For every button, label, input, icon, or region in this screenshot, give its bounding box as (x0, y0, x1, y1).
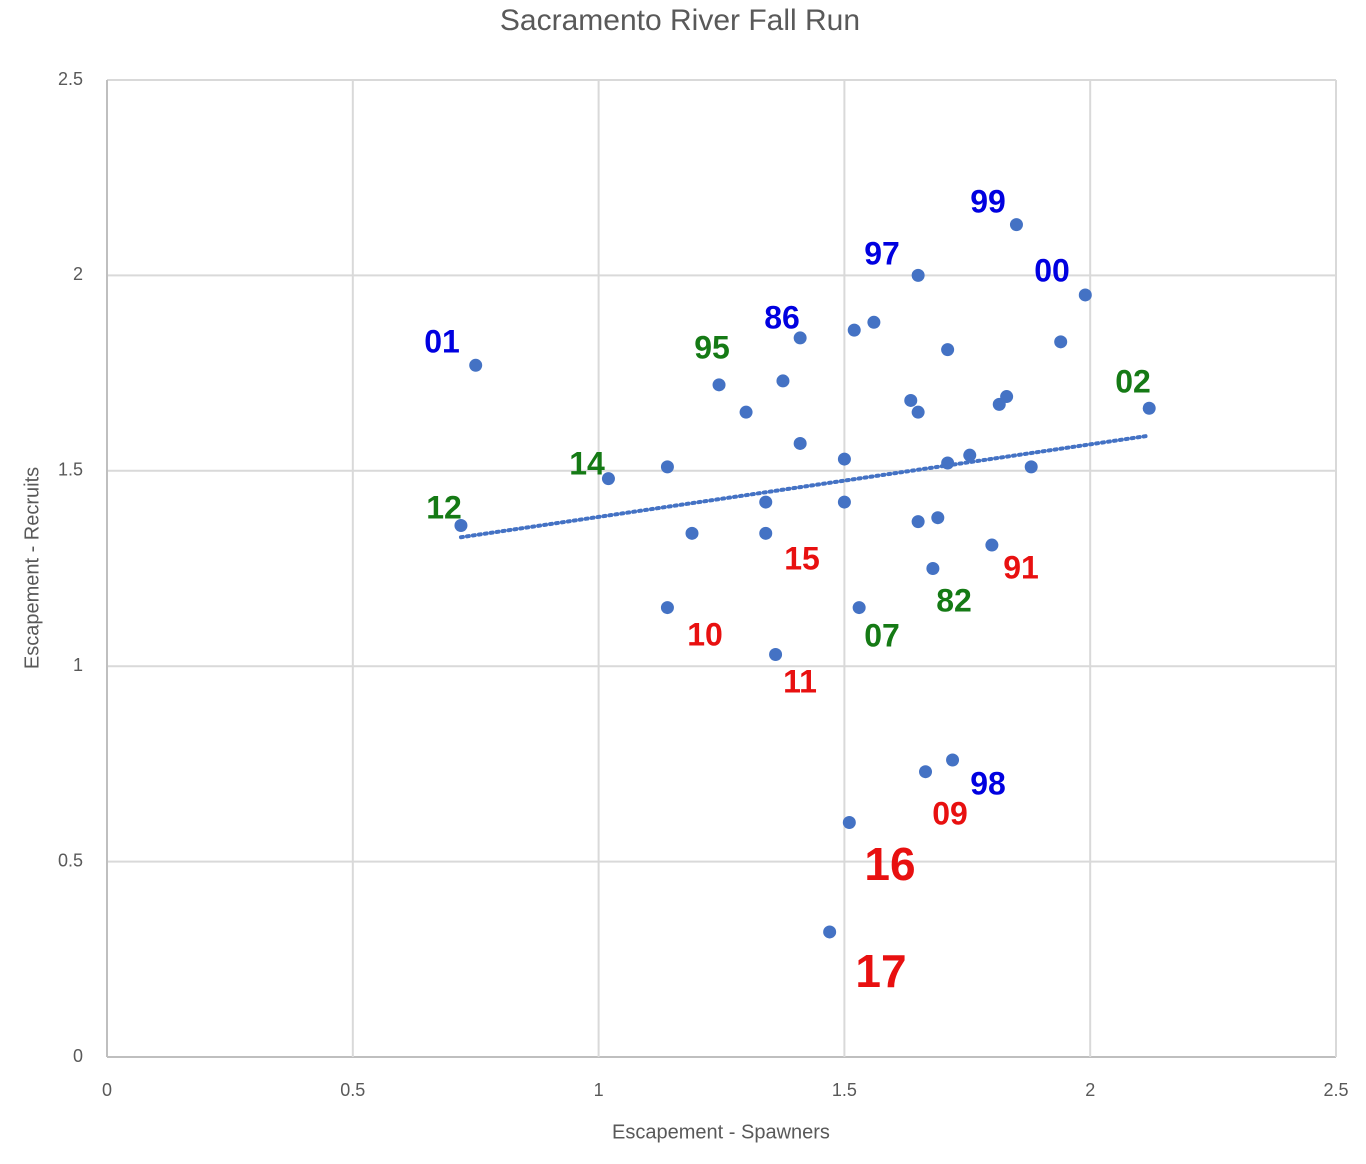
point (1024, 460, 1038, 474)
annotation: 97 (864, 235, 900, 271)
annotation: 10 (687, 616, 723, 652)
x-tick-label: 2 (1085, 1080, 1095, 1100)
x-tick-label: 0.5 (340, 1080, 365, 1100)
point (776, 374, 790, 388)
annotation: 09 (932, 795, 968, 831)
annotation: 17 (855, 945, 906, 997)
x-tick-label: 0 (102, 1080, 112, 1100)
point (454, 519, 468, 533)
annotation: 00 (1034, 252, 1070, 288)
point (601, 472, 615, 486)
annotation: 98 (970, 765, 1006, 801)
point (1054, 335, 1068, 349)
point (985, 538, 999, 552)
trendline (458, 433, 1152, 540)
x-tick-label: 1 (594, 1080, 604, 1100)
x-tick-label: 2.5 (1323, 1080, 1348, 1100)
point (759, 526, 773, 540)
point (712, 378, 726, 392)
point (823, 925, 837, 939)
point (941, 343, 955, 357)
annotation: 82 (936, 582, 972, 618)
point (926, 562, 940, 575)
annotation: 01 (424, 323, 460, 359)
point (660, 460, 674, 474)
chart-title: Sacramento River Fall Run (500, 4, 860, 37)
point (842, 816, 856, 830)
point (946, 753, 960, 767)
annotation: 95 (694, 329, 730, 365)
point (847, 323, 861, 337)
point (469, 358, 483, 372)
y-axis-title: Escapement - Recruits (21, 467, 43, 669)
point (793, 436, 807, 450)
annotation: 11 (783, 663, 817, 699)
point (769, 647, 783, 661)
point (904, 393, 918, 407)
point (793, 331, 807, 345)
point (852, 601, 866, 615)
point (660, 601, 674, 615)
point (963, 448, 977, 462)
annotation: 12 (426, 489, 462, 525)
y-tick-label: 0 (73, 1046, 83, 1066)
annotation: 99 (970, 183, 1006, 219)
point (759, 495, 773, 509)
point (919, 765, 933, 779)
point (911, 268, 925, 282)
y-tick-label: 1.5 (58, 460, 83, 480)
annotation: 14 (569, 445, 605, 481)
point (867, 315, 881, 329)
annotation: 15 (784, 540, 820, 576)
point (685, 526, 699, 540)
point (1000, 390, 1014, 404)
point (911, 515, 925, 529)
point (1142, 401, 1156, 415)
annotation: 16 (864, 838, 915, 890)
point (837, 495, 851, 509)
point (911, 405, 925, 419)
annotation: 02 (1115, 363, 1151, 399)
point (1009, 218, 1023, 232)
annotation: 91 (1003, 549, 1039, 585)
annotation: 07 (864, 617, 900, 653)
y-tick-label: 2.5 (58, 69, 83, 89)
point (931, 511, 945, 525)
annotation: 86 (764, 299, 800, 335)
x-tick-label: 1.5 (832, 1080, 857, 1100)
y-tick-label: 0.5 (58, 850, 83, 870)
point (739, 405, 753, 419)
y-tick-label: 1 (73, 655, 83, 675)
y-tick-label: 2 (73, 264, 83, 284)
point (1078, 288, 1092, 302)
x-axis-title: Escapement - Spawners (612, 1121, 830, 1143)
point (837, 452, 851, 466)
